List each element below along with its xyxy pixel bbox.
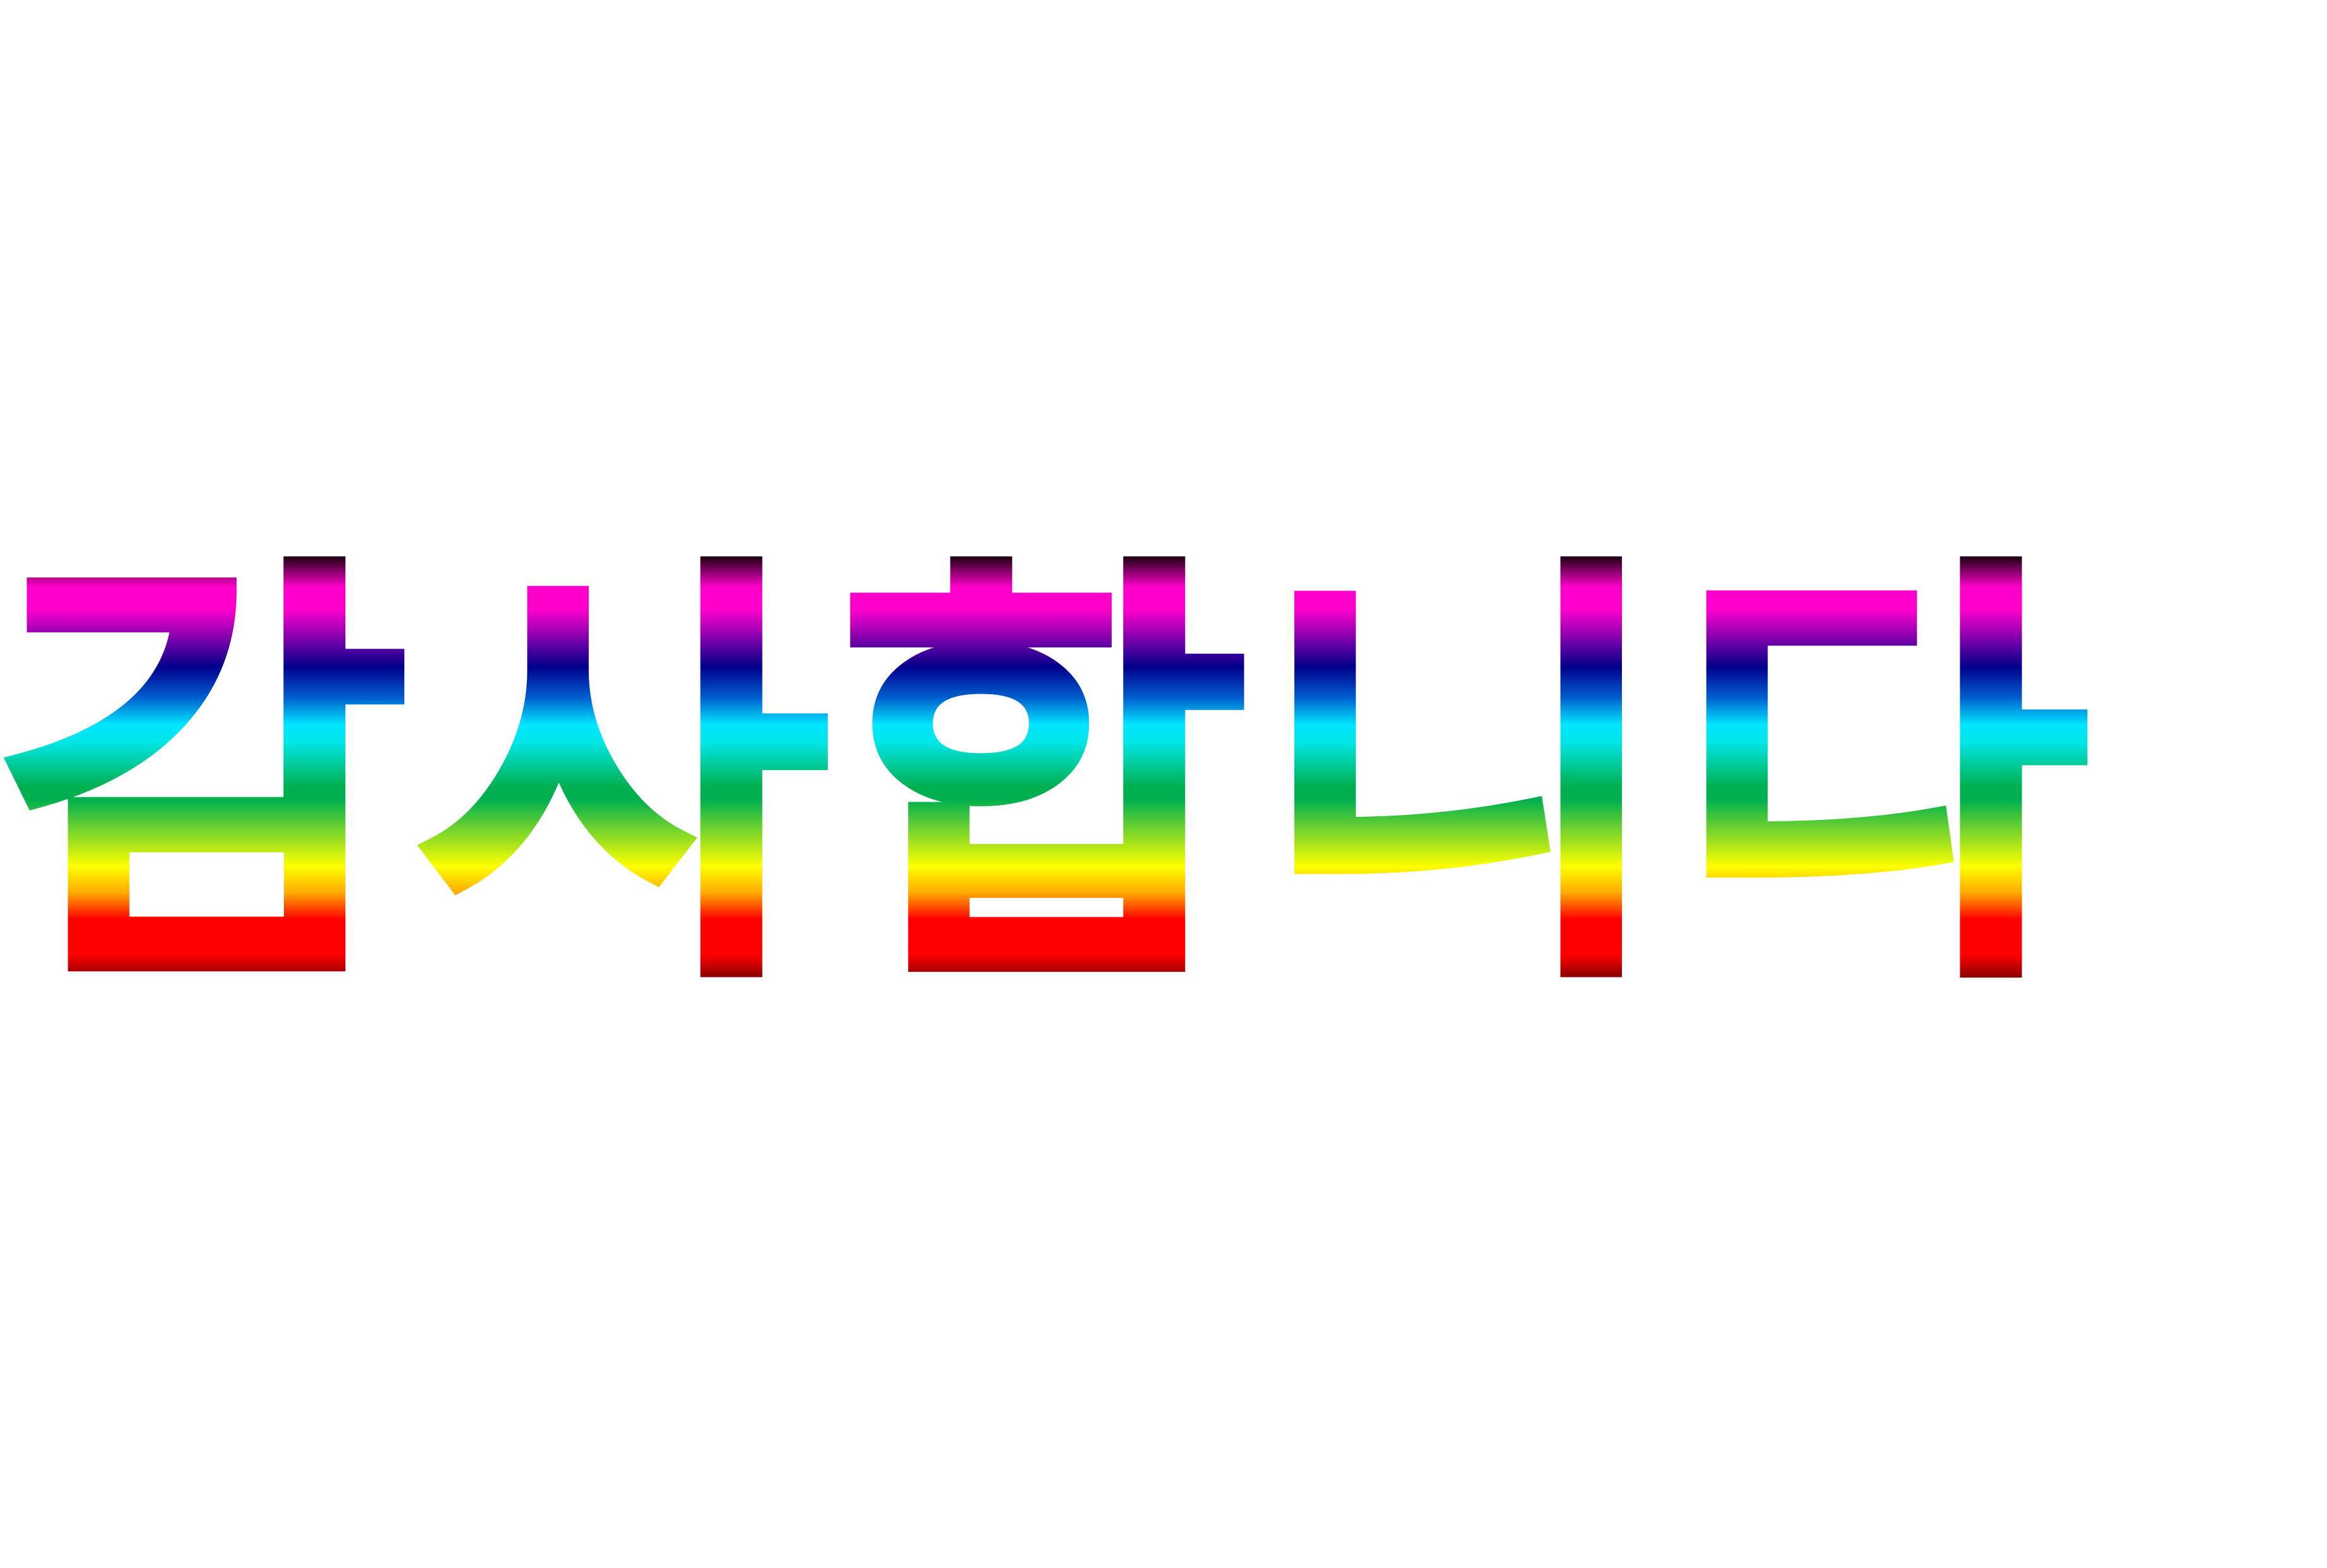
rainbow-gradient-text: 감사합니다: [0, 551, 2327, 1005]
